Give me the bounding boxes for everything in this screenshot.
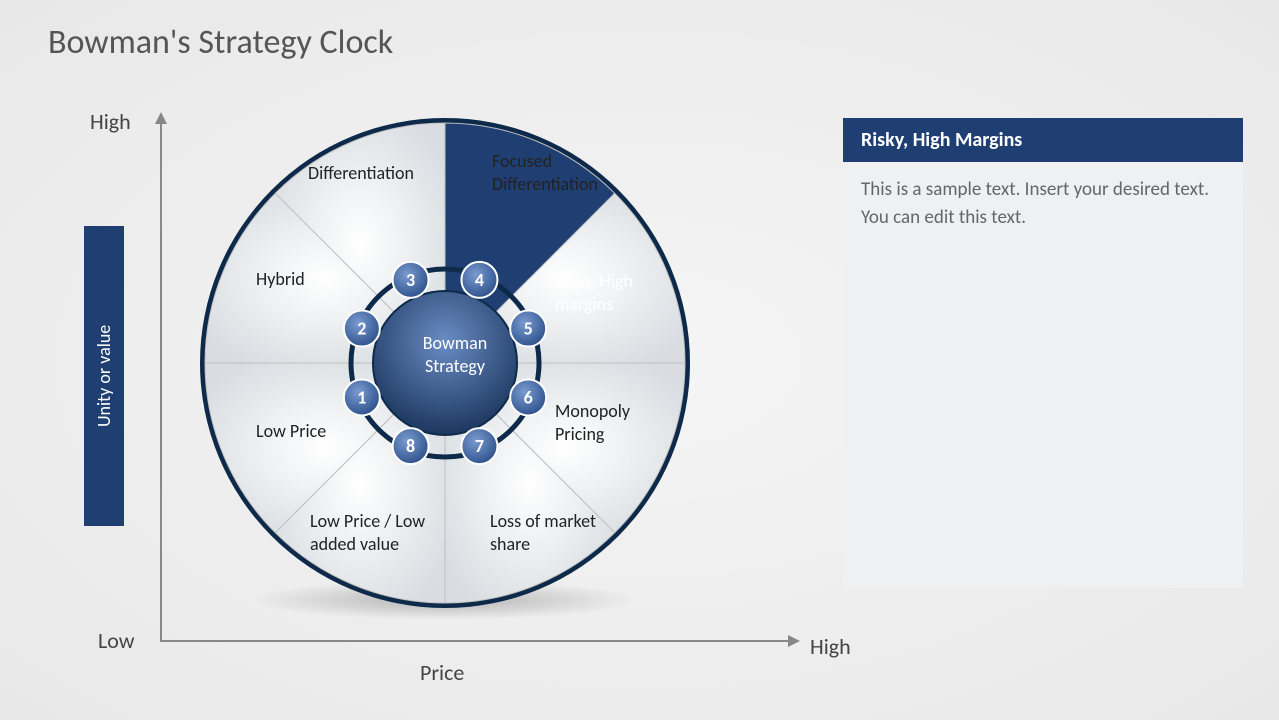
x-axis xyxy=(160,640,790,642)
clock-number-label-2: 2 xyxy=(357,318,366,340)
segment-label-7: Low Price / Low added value xyxy=(310,510,450,555)
segment-label-4: Risky, High margins xyxy=(555,270,675,315)
page-title: Bowman's Strategy Clock xyxy=(48,22,393,63)
detail-panel: Risky, High Margins This is a sample tex… xyxy=(843,118,1243,588)
segment-label-2: Differentiation xyxy=(308,162,448,185)
y-axis-low-label: Low xyxy=(98,627,135,654)
clock-number-label-7: 7 xyxy=(475,435,484,457)
segment-label-1: Hybrid xyxy=(256,268,366,291)
clock-number-label-6: 6 xyxy=(524,386,533,408)
clock-number-label-5: 5 xyxy=(524,318,533,340)
y-axis-label-box: Unity or value xyxy=(84,226,124,526)
clock-number-label-4: 4 xyxy=(475,269,484,291)
segment-label-8: Low Price xyxy=(256,420,366,443)
clock-center-label: Bowman Strategy xyxy=(405,332,505,379)
x-axis-high-label: High xyxy=(810,633,851,660)
segment-label-6: Loss of market share xyxy=(490,510,630,555)
detail-panel-body: This is a sample text. Insert your desir… xyxy=(843,162,1243,245)
x-axis-label: Price xyxy=(420,659,464,686)
segment-label-5: Monopoly Pricing xyxy=(555,400,675,445)
y-axis-high-label: High xyxy=(90,108,131,135)
clock-number-label-3: 3 xyxy=(406,269,415,291)
slide: Bowman's Strategy Clock High Low High Pr… xyxy=(0,0,1279,720)
detail-panel-header: Risky, High Margins xyxy=(843,118,1243,162)
segment-label-3: Focused Differentiation xyxy=(492,150,642,195)
clock-number-label-1: 1 xyxy=(357,386,366,408)
y-axis xyxy=(160,122,162,642)
clock-number-label-8: 8 xyxy=(406,435,415,457)
